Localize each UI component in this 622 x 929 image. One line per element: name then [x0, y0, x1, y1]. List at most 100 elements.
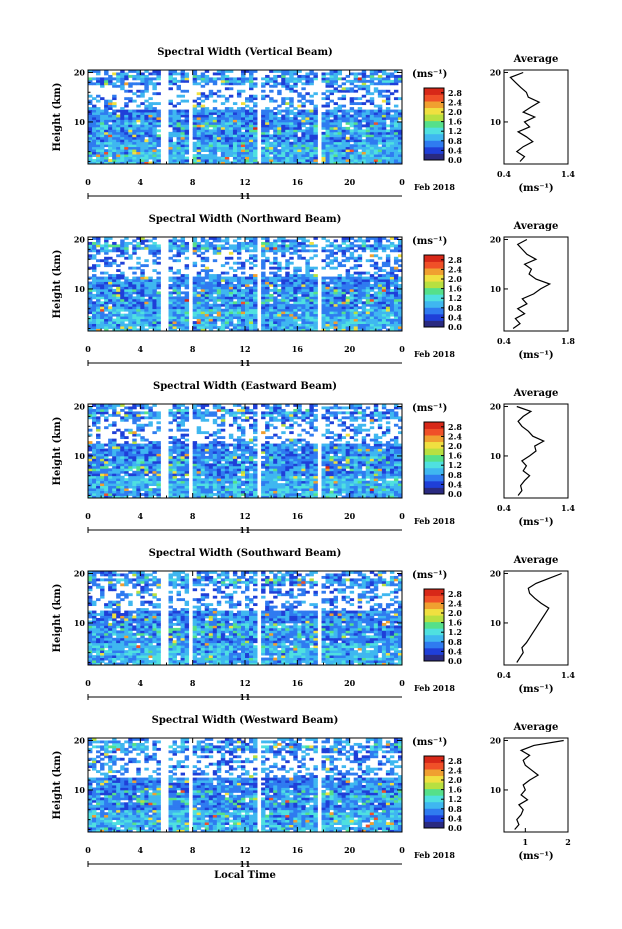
heatmap-cell	[96, 483, 101, 487]
heatmap-cell	[389, 149, 395, 153]
heatmap-cell	[333, 109, 338, 113]
heatmap-cell	[245, 121, 250, 125]
heatmap-cell	[285, 156, 290, 160]
heatmap-cell	[281, 77, 286, 81]
heatmap-cell	[361, 109, 367, 113]
heatmap-cell	[104, 144, 109, 148]
heatmap-cell	[385, 136, 391, 140]
heatmap-cell	[341, 288, 347, 292]
heatmap-cell	[385, 291, 391, 295]
heatmap-cell	[156, 139, 161, 143]
heatmap-cell	[285, 318, 290, 322]
heatmap-cell	[393, 79, 399, 83]
heatmap-cell	[168, 136, 173, 140]
heatmap-cell	[385, 480, 391, 484]
heatmap-cell	[265, 293, 270, 297]
heatmap-cell	[236, 493, 242, 496]
heatmap-cell	[381, 291, 387, 295]
heatmap-cell	[325, 316, 330, 320]
heatmap-cell	[297, 303, 302, 307]
colorbar-swatch	[424, 320, 444, 328]
heatmap-cell	[152, 244, 157, 248]
heatmap-cell	[96, 316, 101, 320]
heatmap-cell	[212, 239, 218, 243]
heatmap-cell	[236, 483, 242, 487]
heatmap-cell	[273, 301, 278, 305]
heatmap-cell	[309, 303, 314, 307]
heatmap-cell	[369, 478, 375, 482]
heatmap-cell	[204, 296, 210, 300]
heatmap-cell	[261, 84, 266, 88]
heatmap-cell	[200, 493, 206, 496]
heatmap-cell	[132, 117, 137, 120]
heatmap-cell	[108, 82, 113, 86]
heatmap-cell	[365, 326, 371, 329]
heatmap-cell	[200, 146, 206, 150]
heatmap-cell	[172, 109, 177, 113]
heatmap-cell	[236, 488, 242, 491]
heatmap-cell	[232, 261, 238, 265]
heatmap-cell	[345, 239, 351, 243]
heatmap-cell	[116, 286, 121, 290]
heatmap-cell	[357, 151, 363, 155]
heatmap-cell	[120, 79, 125, 83]
heatmap-cell	[152, 303, 157, 307]
heatmap-cell	[373, 146, 379, 150]
heatmap-cell	[176, 259, 181, 263]
heatmap-cell	[313, 303, 318, 307]
heatmap-cell	[176, 286, 181, 290]
heatmap-cell	[289, 104, 294, 108]
heatmap-cell	[369, 154, 375, 157]
heatmap-cell	[184, 323, 190, 327]
heatmap-cell	[180, 99, 186, 103]
heatmap-cell	[393, 114, 399, 118]
heatmap-cell	[184, 74, 190, 78]
heatmap-cell	[116, 276, 121, 280]
heatmap-cell	[365, 121, 371, 125]
heatmap-cell	[357, 271, 363, 275]
heatmap-cell	[329, 478, 334, 482]
heatmap-cell	[373, 480, 379, 484]
heatmap-cell	[220, 264, 226, 268]
heatmap-cell	[325, 77, 330, 81]
heatmap-cell	[140, 146, 145, 150]
heatmap-cell	[297, 159, 302, 162]
heatmap-cell	[192, 124, 198, 128]
heatmap-cell	[305, 261, 310, 265]
heatmap-cell	[88, 107, 93, 110]
heatmap-cell	[168, 269, 173, 273]
heatmap-cell	[321, 136, 326, 140]
heatmap-cell	[365, 149, 371, 153]
heatmap-cell	[301, 134, 306, 138]
heatmap-cell	[124, 124, 129, 128]
heatmap-cell	[373, 266, 379, 270]
heatmap-cell	[216, 316, 222, 320]
heatmap-cell	[309, 119, 314, 123]
heatmap-cell	[204, 107, 210, 110]
heatmap-cell	[261, 251, 266, 255]
heatmap-cell	[100, 109, 105, 113]
heatmap-cell	[148, 480, 153, 484]
heatmap-cell	[341, 478, 347, 482]
heatmap-cell	[144, 139, 149, 143]
heatmap-cell	[377, 237, 383, 240]
heatmap-cell	[156, 495, 161, 499]
heatmap-cell	[337, 488, 343, 491]
heatmap-cell	[321, 72, 326, 76]
heatmap-cell	[120, 495, 125, 499]
heatmap-cell	[152, 308, 157, 312]
heatmap-cell	[393, 311, 399, 315]
heatmap-cell	[140, 112, 145, 115]
heatmap-cell	[301, 241, 306, 245]
heatmap-cell	[273, 159, 278, 162]
heatmap-cell	[313, 326, 318, 329]
heatmap-cell	[397, 241, 403, 245]
heatmap-cell	[124, 117, 129, 120]
heatmap-cell	[204, 259, 210, 263]
heatmap-cell	[108, 114, 113, 118]
heatmap-cell	[273, 276, 278, 280]
heatmap-cell	[240, 131, 246, 135]
heatmap-cell	[176, 485, 181, 489]
heatmap-cell	[353, 281, 359, 285]
heatmap-cell	[349, 326, 355, 329]
